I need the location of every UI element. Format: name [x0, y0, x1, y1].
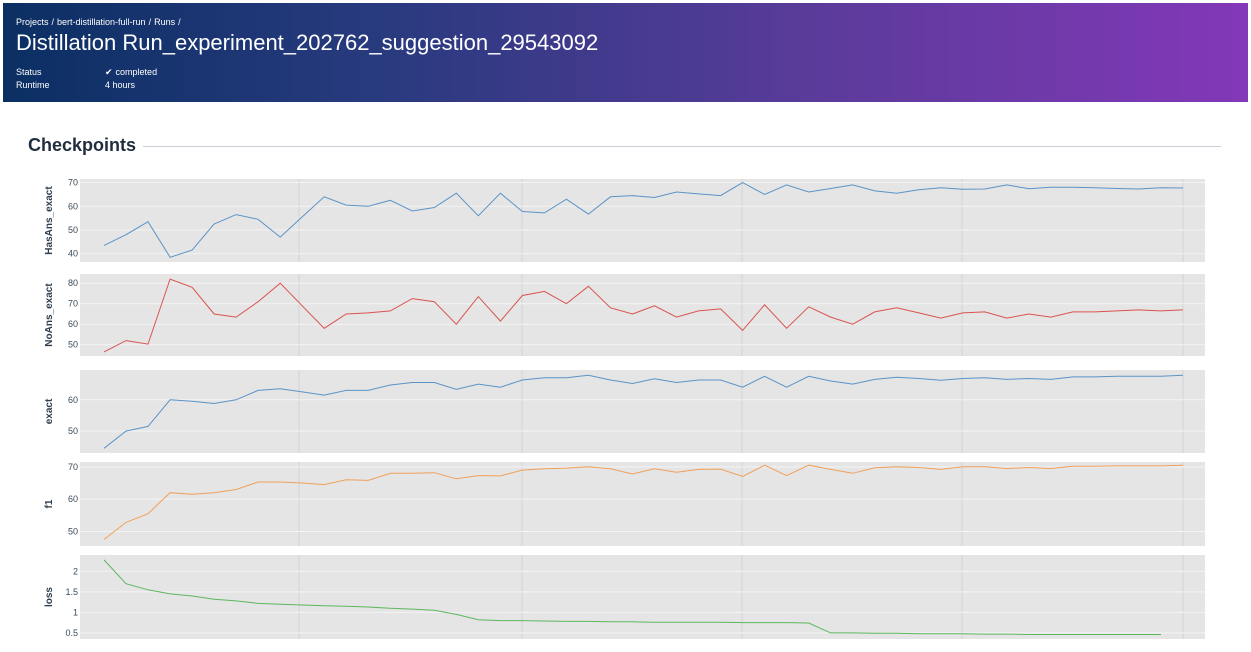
- y-tick-label: 60: [68, 494, 78, 504]
- y-tick-label: 50: [68, 426, 78, 436]
- series-line-loss: [103, 559, 1161, 635]
- y-axis-label: exact: [44, 398, 55, 424]
- runtime-row: Runtime 4 hours: [16, 79, 157, 92]
- runtime-value: 4 hours: [105, 80, 136, 90]
- status-row: Status ✔ completed: [16, 66, 157, 79]
- section-divider: [143, 146, 1221, 147]
- chart-loss: 0.5 1 1.5 2 loss: [44, 555, 1205, 639]
- chart-f1: 50 60 70 f1: [44, 462, 1205, 546]
- run-meta: Status ✔ completed Runtime 4 hours: [16, 66, 157, 92]
- breadcrumb: Projects / bert-distillation-full-run / Runs…: [16, 17, 184, 27]
- breadcrumb-separator: /: [148, 17, 152, 27]
- y-axis-label: HasAns_exact: [44, 186, 55, 255]
- breadcrumb-separator: /: [178, 17, 181, 27]
- series-line-HasAns_exact: [103, 182, 1184, 258]
- breadcrumb-separator: /: [51, 17, 55, 27]
- y-tick-label: 1: [73, 607, 78, 617]
- status-label: Status: [16, 67, 42, 77]
- run-header: Projects / bert-distillation-full-run / Runs…: [3, 3, 1248, 102]
- y-axis-label: loss: [44, 587, 55, 607]
- status-value-wrap: ✔ completed: [105, 66, 157, 79]
- plot-background: [80, 370, 1205, 453]
- breadcrumb-projects-link[interactable]: Projects: [16, 17, 49, 27]
- y-tick-label: 60: [68, 201, 78, 211]
- y-tick-label: 40: [68, 249, 78, 259]
- y-tick-label: 60: [68, 395, 78, 405]
- y-tick-label: 70: [68, 462, 78, 472]
- chart-HasAns_exact: 40 50 60 70 HasAns_exact: [44, 178, 1205, 262]
- y-tick-label: 0.5: [65, 628, 78, 638]
- y-tick-label: 50: [68, 340, 78, 350]
- y-tick-label: 2: [73, 566, 78, 576]
- plot-background: [80, 179, 1205, 262]
- page-title: Distillation Run_experiment_202762_sugge…: [16, 30, 599, 55]
- plot-background: [80, 555, 1205, 639]
- y-tick-label: 60: [68, 319, 78, 329]
- y-tick-label: 80: [68, 278, 78, 288]
- plot-background: [80, 274, 1205, 356]
- plot-background: [80, 462, 1205, 546]
- y-axis-label: f1: [44, 499, 55, 508]
- y-tick-label: 50: [68, 526, 78, 536]
- breadcrumb-runs-link[interactable]: Runs: [154, 17, 176, 27]
- chart-exact: 50 60 exact: [44, 370, 1205, 453]
- chart-NoAns_exact: 50 60 70 80 NoAns_exact: [44, 274, 1205, 356]
- status-value: completed: [115, 67, 158, 77]
- y-tick-label: 70: [68, 299, 78, 309]
- y-tick-label: 50: [68, 225, 78, 235]
- y-axis-label: NoAns_exact: [44, 283, 55, 347]
- section-title: Checkpoints: [28, 135, 137, 155]
- y-tick-label: 1.5: [65, 587, 78, 597]
- series-line-NoAns_exact: [103, 278, 1184, 353]
- series-line-f1: [103, 464, 1184, 540]
- runtime-label: Runtime: [16, 80, 50, 90]
- y-tick-label: 70: [68, 178, 78, 188]
- breadcrumb-project-link[interactable]: bert-distillation-full-run: [57, 17, 146, 27]
- checkmark-icon: ✔: [105, 67, 113, 77]
- series-line-exact: [103, 374, 1184, 449]
